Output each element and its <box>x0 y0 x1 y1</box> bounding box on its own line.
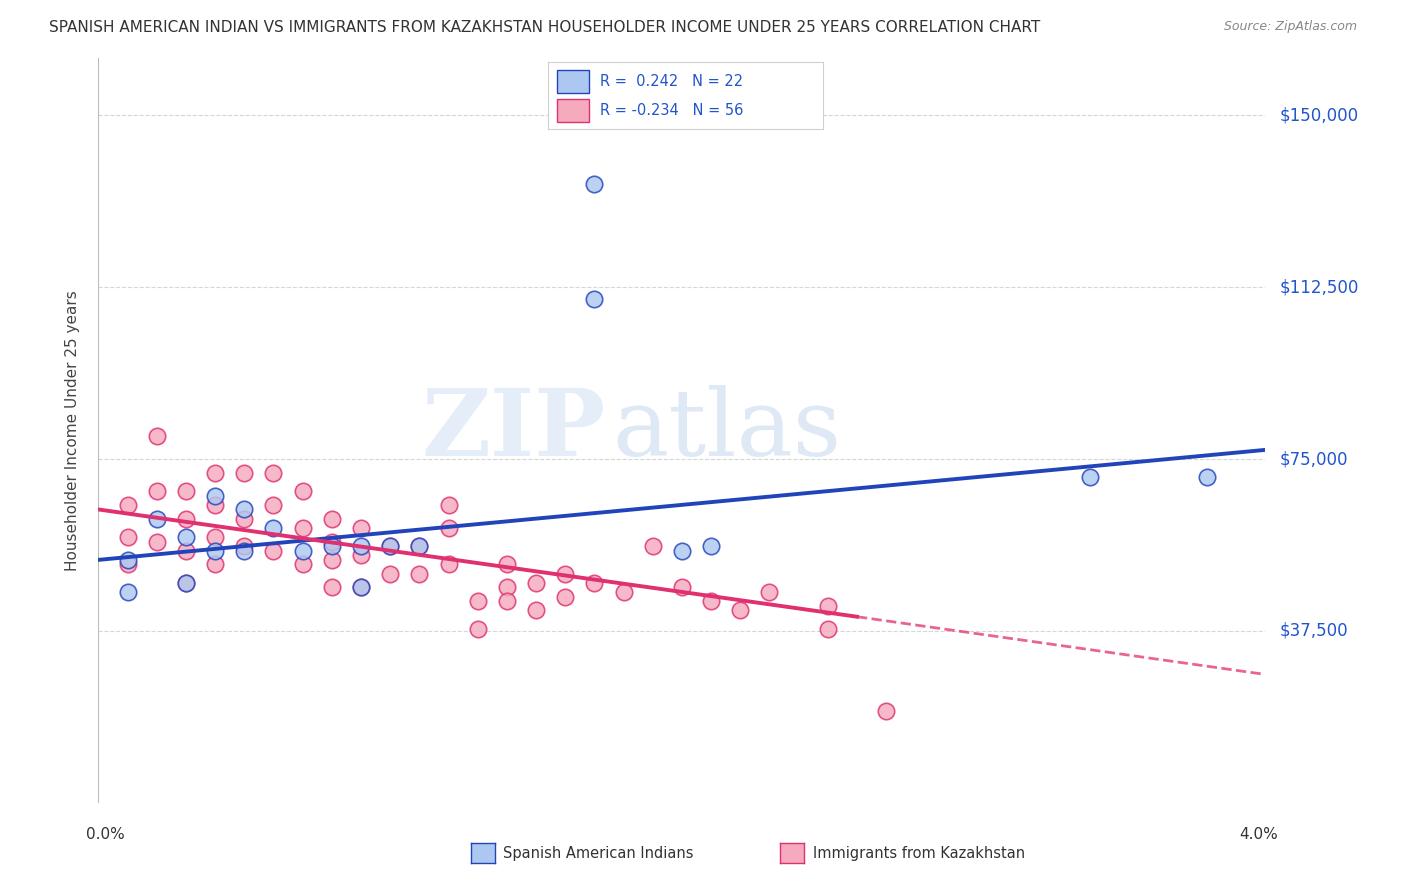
Point <box>408 539 430 553</box>
Point <box>437 498 460 512</box>
Point <box>204 466 226 480</box>
Point <box>408 566 430 581</box>
Point <box>671 580 693 594</box>
Text: Spanish American Indians: Spanish American Indians <box>503 846 693 861</box>
Point <box>641 539 664 553</box>
Text: atlas: atlas <box>612 385 841 475</box>
Point <box>262 466 284 480</box>
Point <box>174 484 197 499</box>
Text: 0.0%: 0.0% <box>86 827 125 841</box>
Point <box>380 539 402 553</box>
Text: 4.0%: 4.0% <box>1239 827 1278 841</box>
Point <box>174 575 197 590</box>
Point <box>1197 470 1219 484</box>
Text: ZIP: ZIP <box>422 385 606 475</box>
Point <box>233 466 256 480</box>
Point <box>408 539 430 553</box>
Point <box>321 580 343 594</box>
Point <box>496 594 519 608</box>
Bar <box>557 99 589 122</box>
Point <box>875 704 897 718</box>
Point <box>496 558 519 572</box>
Point <box>700 539 723 553</box>
Point <box>174 511 197 525</box>
Text: R =  0.242   N = 22: R = 0.242 N = 22 <box>600 74 744 88</box>
Point <box>291 521 314 535</box>
Y-axis label: Householder Income Under 25 years: Householder Income Under 25 years <box>65 290 80 571</box>
Text: $75,000: $75,000 <box>1279 450 1348 468</box>
Point <box>204 489 226 503</box>
Text: R = -0.234   N = 56: R = -0.234 N = 56 <box>600 103 744 118</box>
Point <box>350 549 373 563</box>
Point <box>146 429 169 443</box>
Point <box>174 543 197 558</box>
Point <box>321 534 343 549</box>
Point <box>350 539 373 553</box>
Point <box>117 530 139 544</box>
Point <box>262 521 284 535</box>
Point <box>380 539 402 553</box>
Point <box>350 580 373 594</box>
Point <box>758 585 780 599</box>
Text: Source: ZipAtlas.com: Source: ZipAtlas.com <box>1223 20 1357 33</box>
Text: Immigrants from Kazakhstan: Immigrants from Kazakhstan <box>813 846 1025 861</box>
Point <box>117 585 139 599</box>
Point <box>524 603 547 617</box>
Point <box>612 585 634 599</box>
Point <box>496 580 519 594</box>
Point <box>350 521 373 535</box>
Point <box>583 177 606 191</box>
Text: $150,000: $150,000 <box>1279 106 1358 124</box>
Point <box>117 498 139 512</box>
Point <box>700 594 723 608</box>
Point <box>524 575 547 590</box>
Point <box>321 539 343 553</box>
Point <box>817 622 839 636</box>
Bar <box>557 70 589 93</box>
Point <box>583 575 606 590</box>
Point <box>380 566 402 581</box>
Text: SPANISH AMERICAN INDIAN VS IMMIGRANTS FROM KAZAKHSTAN HOUSEHOLDER INCOME UNDER 2: SPANISH AMERICAN INDIAN VS IMMIGRANTS FR… <box>49 20 1040 35</box>
Point <box>350 580 373 594</box>
Point <box>262 498 284 512</box>
Point <box>117 553 139 567</box>
Point <box>671 543 693 558</box>
Point <box>321 511 343 525</box>
Point <box>291 484 314 499</box>
Point <box>174 530 197 544</box>
Point <box>204 558 226 572</box>
Point <box>233 511 256 525</box>
Point <box>146 484 169 499</box>
Point <box>233 502 256 516</box>
Point <box>467 594 489 608</box>
Point <box>204 543 226 558</box>
Point <box>554 590 576 604</box>
Point <box>467 622 489 636</box>
Point <box>291 543 314 558</box>
Text: $112,500: $112,500 <box>1279 278 1358 296</box>
Point <box>554 566 576 581</box>
Point <box>262 543 284 558</box>
Point <box>437 558 460 572</box>
Text: $37,500: $37,500 <box>1279 622 1348 640</box>
Point <box>233 539 256 553</box>
Point <box>174 575 197 590</box>
Point <box>204 498 226 512</box>
Point <box>730 603 752 617</box>
Point <box>146 534 169 549</box>
Point <box>233 543 256 558</box>
Point <box>1080 470 1102 484</box>
Point <box>437 521 460 535</box>
Point <box>291 558 314 572</box>
Point <box>583 292 606 306</box>
Point <box>817 599 839 613</box>
Point <box>204 530 226 544</box>
Point <box>146 511 169 525</box>
Point <box>321 553 343 567</box>
Point <box>117 558 139 572</box>
